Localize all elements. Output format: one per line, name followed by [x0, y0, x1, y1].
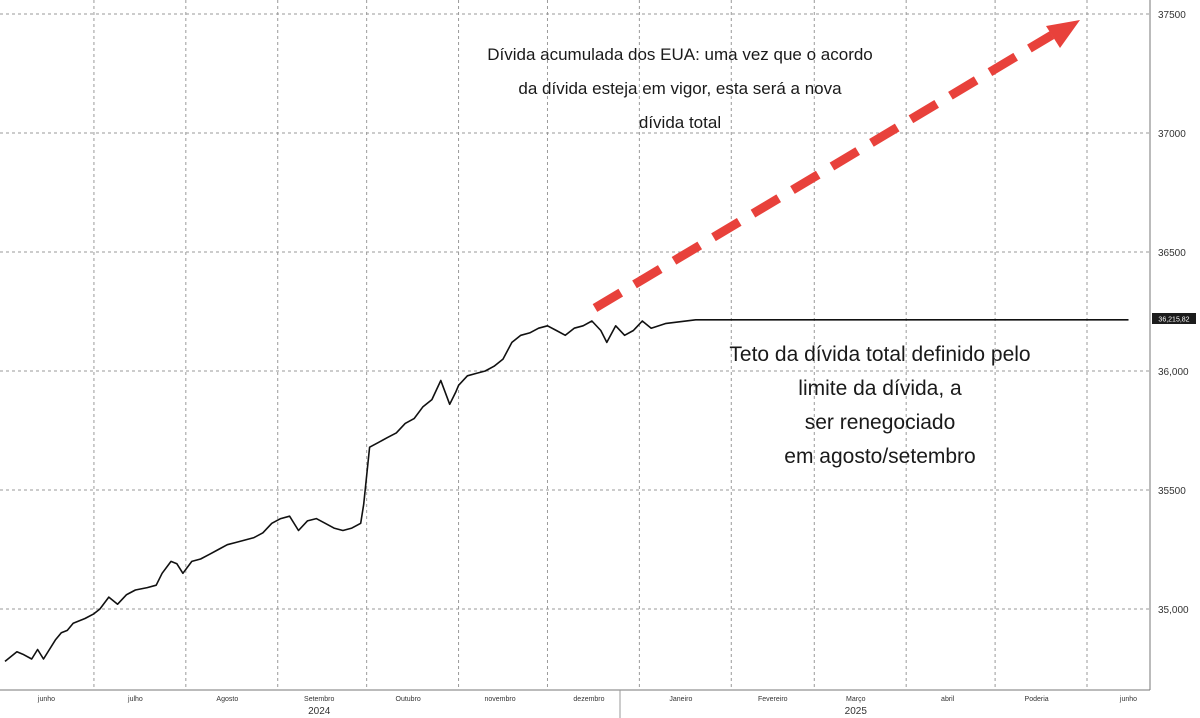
- y-tick-label: 36500: [1158, 248, 1186, 259]
- last-value-badge: 36,215,82: [1152, 313, 1196, 324]
- x-tick-label: Março: [846, 696, 866, 703]
- vertical-gridlines: [93, 0, 1088, 690]
- y-tick-label: 35500: [1158, 486, 1186, 497]
- annotation-top-line-3: dívida total: [638, 113, 722, 132]
- y-axis-ticks: 35,000 35500 36,000 36500 37000 37500: [1158, 10, 1189, 616]
- y-tick-label: 35,000: [1158, 605, 1189, 616]
- x-tick-label: julho: [127, 696, 143, 703]
- annotation-mid-line-2: limite da dívida, a: [798, 377, 962, 400]
- x-tick-label: abril: [941, 696, 955, 703]
- x-tick-label: novembro: [484, 696, 515, 703]
- annotation-mid-line-4: em agosto/setembro: [784, 445, 976, 468]
- last-value-badge-box: [1152, 313, 1196, 324]
- year-label: 2024: [308, 706, 331, 717]
- annotation-top-line-2: da dívida esteja em vigor, esta será a n…: [518, 79, 842, 98]
- annotation-mid-line-3: ser renegociado: [804, 411, 956, 434]
- annotation-projected-debt: Dívida acumulada dos EUA: uma vez que o …: [455, 38, 905, 140]
- series-group: [4, 318, 1129, 663]
- year-label: 2025: [845, 706, 868, 717]
- projection-arrow-head: [1046, 20, 1080, 48]
- x-tick-label: Janeiro: [669, 696, 692, 703]
- year-labels: 2024 2025: [308, 706, 867, 717]
- annotation-mid-line-1: Teto da dívida total definido pelo: [729, 343, 1031, 366]
- x-axis-ticks: junho julho Agosto Setembro Outubro novembro d…: [37, 696, 1137, 703]
- y-tick-label: 36,000: [1158, 367, 1189, 378]
- x-tick-label: junho: [1119, 696, 1137, 703]
- annotation-debt-ceiling: Teto da dívida total definido pelo limit…: [680, 338, 1080, 474]
- x-tick-label: Outubro: [396, 696, 421, 703]
- projection-arrow: [592, 20, 1080, 312]
- x-tick-label: junho: [37, 696, 55, 703]
- last-value-text: 36,215,82: [1158, 317, 1189, 324]
- x-tick-label: Setembro: [304, 696, 334, 703]
- y-tick-label: 37500: [1158, 10, 1186, 21]
- x-tick-label: dezembro: [573, 696, 604, 703]
- projection-arrow-shaft: [592, 31, 1055, 312]
- x-tick-label: Fevereiro: [758, 696, 788, 703]
- y-tick-label: 37000: [1158, 129, 1186, 140]
- annotation-top-line-1: Dívida acumulada dos EUA: uma vez que o …: [487, 45, 873, 64]
- x-tick-label: Poderia: [1025, 696, 1049, 703]
- series-line: [4, 318, 1129, 663]
- x-tick-label: Agosto: [216, 696, 238, 703]
